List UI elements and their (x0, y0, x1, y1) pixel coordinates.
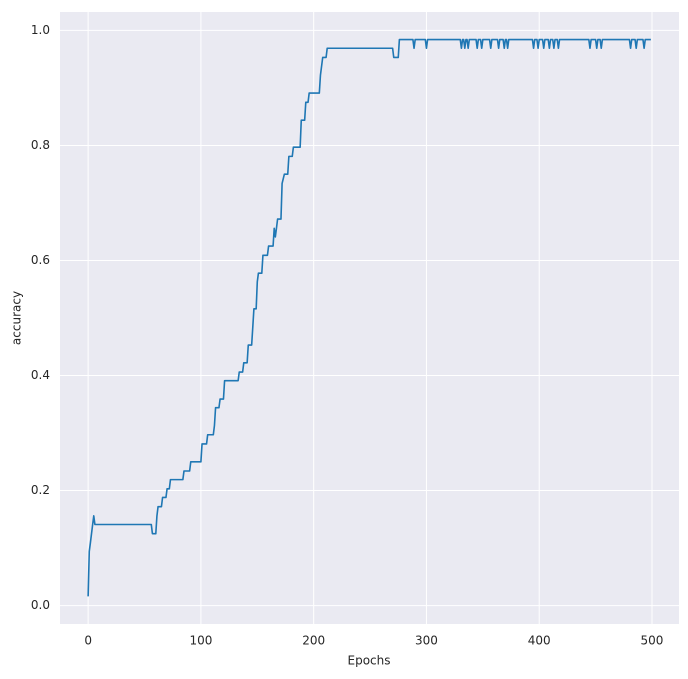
x-tick-label: 500 (641, 634, 664, 648)
y-tick-label: 0.6 (31, 253, 50, 267)
y-tick-label: 1.0 (31, 23, 50, 37)
x-tick-label: 400 (528, 634, 551, 648)
y-tick-label: 0.8 (31, 138, 50, 152)
y-axis-label: accuracy (10, 291, 24, 345)
y-tick-label: 0.4 (31, 368, 50, 382)
plot-area (60, 12, 679, 624)
marks (87, 38, 651, 597)
grid (60, 12, 679, 624)
x-tick-label: 200 (302, 634, 325, 648)
x-tick-label: 300 (415, 634, 438, 648)
x-tick-label: 0 (84, 634, 92, 648)
y-tick-label: 0.0 (31, 598, 50, 612)
x-axis-label: Epochs (348, 654, 391, 668)
accuracy-line (87, 38, 651, 597)
x-tick-label: 100 (189, 634, 212, 648)
y-tick-label: 0.2 (31, 483, 50, 497)
